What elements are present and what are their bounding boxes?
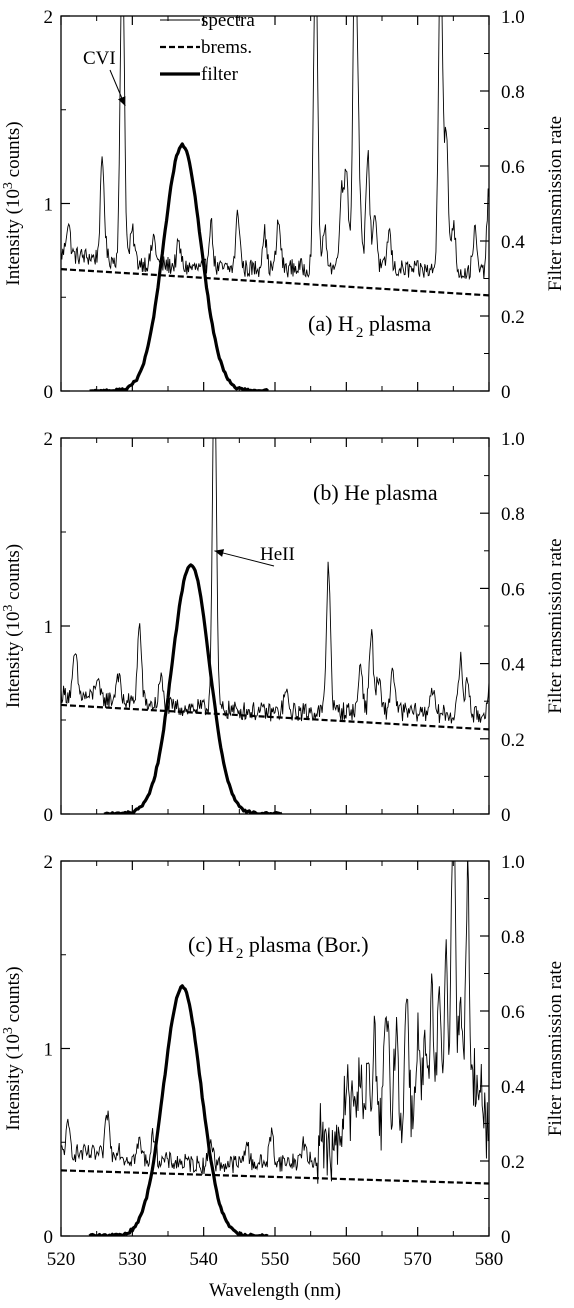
spectra-line <box>61 861 489 1184</box>
panel-label: (b) He plasma <box>313 480 438 505</box>
y-axis-title-left: Intensity (103 counts) <box>1 966 24 1130</box>
right-tick-label: 0.8 <box>501 927 525 948</box>
x-tick-label: 520 <box>47 1249 76 1270</box>
right-tick-label: 0.6 <box>501 1002 525 1023</box>
y-axis-title-right: Filter transmission rate <box>545 961 566 1136</box>
filter-line <box>88 984 269 1236</box>
x-tick-label: 580 <box>475 1249 504 1270</box>
brems-line <box>61 1169 489 1185</box>
x-tick-label: 560 <box>332 1249 361 1270</box>
x-tick-label: 530 <box>118 1249 147 1270</box>
plot-frame <box>60 860 490 1237</box>
left-tick-label: 2 <box>44 7 54 28</box>
left-tick-label: 1 <box>44 1040 54 1061</box>
right-tick-label: 1.0 <box>501 7 525 28</box>
y-axis-title-right: Filter transmission rate <box>545 538 566 713</box>
right-tick-label: 0.8 <box>501 82 525 103</box>
x-tick-label: 570 <box>403 1249 432 1270</box>
legend-label-spectra: spectra <box>201 10 255 31</box>
y-axis-title-right: Filter transmission rate <box>545 116 566 291</box>
panel-1: 0 1 2 0 0.2 0.4 0.6 0.8 1.0 spectra brems. filter (a… <box>1 7 566 403</box>
right-tick-label: 0.4 <box>501 655 525 676</box>
x-tick-label: 550 <box>261 1249 290 1270</box>
right-tick-label: 0.8 <box>501 504 525 525</box>
brems-line <box>61 268 489 297</box>
left-tick-label: 1 <box>44 195 54 216</box>
right-tick-label: 0.4 <box>501 1077 525 1098</box>
legend-label-brems: brems. <box>201 37 252 58</box>
y-axis-title-left: Intensity (103 counts) <box>1 121 24 285</box>
spectra-line <box>61 16 489 281</box>
right-tick-label: 0.6 <box>501 579 525 600</box>
left-tick-label: 0 <box>44 1227 54 1248</box>
panel-3: 0 1 2 0 0.2 0.4 0.6 0.8 1.0 520 530 540 550 560 570 580… <box>1 852 566 1301</box>
right-tick-label: 0 <box>501 382 511 403</box>
annotation-arrow-line <box>214 550 275 567</box>
right-tick-label: 0.2 <box>501 730 525 751</box>
line-annotation-cvi: CVI <box>83 48 116 69</box>
right-tick-label: 0.2 <box>501 307 525 328</box>
plot-area <box>61 438 489 814</box>
x-tick-label: 540 <box>189 1249 218 1270</box>
line-annotation-heii: HeII <box>260 544 295 565</box>
y-axis-title-left: Intensity (103 counts) <box>1 544 24 708</box>
left-tick-label: 2 <box>44 852 54 873</box>
filter-line <box>103 563 283 814</box>
right-tick-label: 0.4 <box>501 232 525 253</box>
annotation-arrow-head <box>214 549 225 557</box>
filter-line <box>89 142 269 391</box>
legend-label-filter: filter <box>201 64 239 85</box>
right-tick-label: 0 <box>501 805 511 826</box>
right-tick-label: 0.2 <box>501 1152 525 1173</box>
right-tick-label: 0.6 <box>501 157 525 178</box>
plot-area <box>61 861 489 1236</box>
panel-2: 0 1 2 0 0.2 0.4 0.6 0.8 1.0 (b) He plasma HeII Inte… <box>1 429 566 826</box>
annotation-arrow-head <box>118 96 126 106</box>
right-tick-label: 0 <box>501 1227 511 1248</box>
left-tick-label: 2 <box>44 429 54 450</box>
right-tick-label: 1.0 <box>501 429 525 450</box>
spectra-line <box>61 438 489 724</box>
left-tick-label: 0 <box>44 382 54 403</box>
x-axis-title: Wavelength (nm) <box>209 1280 341 1301</box>
plot-area <box>61 16 489 391</box>
right-tick-label: 1.0 <box>501 852 525 873</box>
left-tick-label: 0 <box>44 805 54 826</box>
left-tick-label: 1 <box>44 617 54 638</box>
